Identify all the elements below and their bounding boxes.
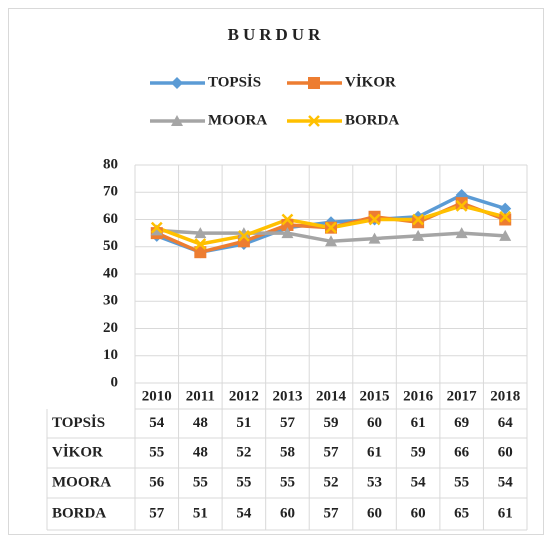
table-cell: 66 xyxy=(454,444,470,460)
table-cell: 55 xyxy=(454,474,469,490)
legend-label: TOPSİS xyxy=(208,73,261,90)
x-tick-label: 2016 xyxy=(403,388,434,404)
x-tick-label: 2012 xyxy=(229,388,259,404)
table-cell: 61 xyxy=(411,415,426,431)
table-cell: 60 xyxy=(498,444,513,460)
data-point xyxy=(412,229,425,241)
table-cell: 61 xyxy=(367,444,382,460)
x-tick-label: 2017 xyxy=(447,388,478,404)
y-tick-label: 60 xyxy=(103,211,118,227)
data-point xyxy=(150,224,163,236)
data-point xyxy=(238,229,250,242)
x-tick-label: 2015 xyxy=(360,388,390,404)
y-tick-label: 0 xyxy=(111,374,119,390)
data-point xyxy=(325,235,337,247)
y-tick-label: 10 xyxy=(103,347,118,363)
data-point xyxy=(281,213,294,226)
y-tick-label: 40 xyxy=(103,265,118,281)
table-cell: 57 xyxy=(280,415,296,431)
chart-title: BURDUR xyxy=(228,25,325,44)
table-cell: 54 xyxy=(498,474,514,490)
table-cell: 52 xyxy=(236,444,251,460)
table-cell: 69 xyxy=(454,415,469,431)
y-tick-label: 80 xyxy=(103,156,118,172)
y-tick-label: 30 xyxy=(103,293,118,309)
legend-marker xyxy=(308,77,320,89)
table-cell: 54 xyxy=(236,505,252,521)
x-tick-label: 2010 xyxy=(142,388,172,404)
data-point xyxy=(194,238,207,250)
table-cell: 58 xyxy=(280,444,295,460)
table-row-label: TOPSİS xyxy=(52,414,105,431)
x-tick-label: 2018 xyxy=(490,388,520,404)
table-cell: 60 xyxy=(411,505,426,521)
table-row-label: VİKOR xyxy=(52,443,103,460)
legend-marker xyxy=(171,77,183,89)
data-point xyxy=(412,213,424,226)
data-point xyxy=(194,246,207,259)
table-cell: 59 xyxy=(411,444,426,460)
table-cell: 60 xyxy=(367,415,382,431)
table-cell: 54 xyxy=(411,474,427,490)
legend-marker xyxy=(171,115,183,126)
x-tick-label: 2013 xyxy=(272,388,302,404)
table-cell: 48 xyxy=(193,444,208,460)
data-point xyxy=(237,227,250,239)
y-tick-label: 20 xyxy=(103,320,118,336)
x-tick-label: 2011 xyxy=(186,388,215,404)
data-point xyxy=(499,202,512,215)
table-cell: 60 xyxy=(367,505,382,521)
table-cell: 55 xyxy=(236,474,251,490)
legend-label: VİKOR xyxy=(345,73,396,90)
legend-label: MOORA xyxy=(208,112,267,128)
data-point xyxy=(368,232,381,244)
table-cell: 55 xyxy=(280,474,295,490)
table-cell: 53 xyxy=(367,474,382,490)
table-cell: 51 xyxy=(236,415,251,431)
data-point xyxy=(194,227,207,239)
data-point xyxy=(325,221,337,234)
data-point xyxy=(368,213,381,226)
legend-label: BORDA xyxy=(345,112,399,128)
data-point xyxy=(499,213,512,226)
table-cell: 57 xyxy=(324,444,340,460)
table-cell: 57 xyxy=(149,505,165,521)
data-point xyxy=(499,229,512,241)
table-cell: 51 xyxy=(193,505,208,521)
table-cell: 59 xyxy=(324,415,339,431)
table-cell: 60 xyxy=(280,505,295,521)
table-cell: 65 xyxy=(454,505,469,521)
table-cell: 55 xyxy=(193,474,208,490)
data-point xyxy=(412,216,425,229)
data-point xyxy=(455,227,468,239)
data-point xyxy=(150,221,163,234)
x-tick-label: 2014 xyxy=(316,388,347,404)
table-cell: 55 xyxy=(149,444,164,460)
table-cell: 54 xyxy=(149,415,165,431)
data-point xyxy=(499,210,512,223)
data-point xyxy=(368,210,381,223)
table-cell: 61 xyxy=(498,505,513,521)
legend-marker xyxy=(308,115,320,127)
y-tick-label: 70 xyxy=(103,184,118,200)
y-tick-label: 50 xyxy=(103,238,118,254)
table-cell: 64 xyxy=(498,415,514,431)
chart-border xyxy=(8,8,544,535)
table-cell: 57 xyxy=(324,505,340,521)
data-point xyxy=(455,197,468,210)
table-cell: 48 xyxy=(193,415,208,431)
table-row-label: MOORA xyxy=(52,474,111,490)
table-row-label: BORDA xyxy=(52,505,106,521)
data-point xyxy=(455,199,468,212)
table-cell: 52 xyxy=(324,474,339,490)
data-point xyxy=(281,227,294,239)
table-cell: 56 xyxy=(149,474,165,490)
